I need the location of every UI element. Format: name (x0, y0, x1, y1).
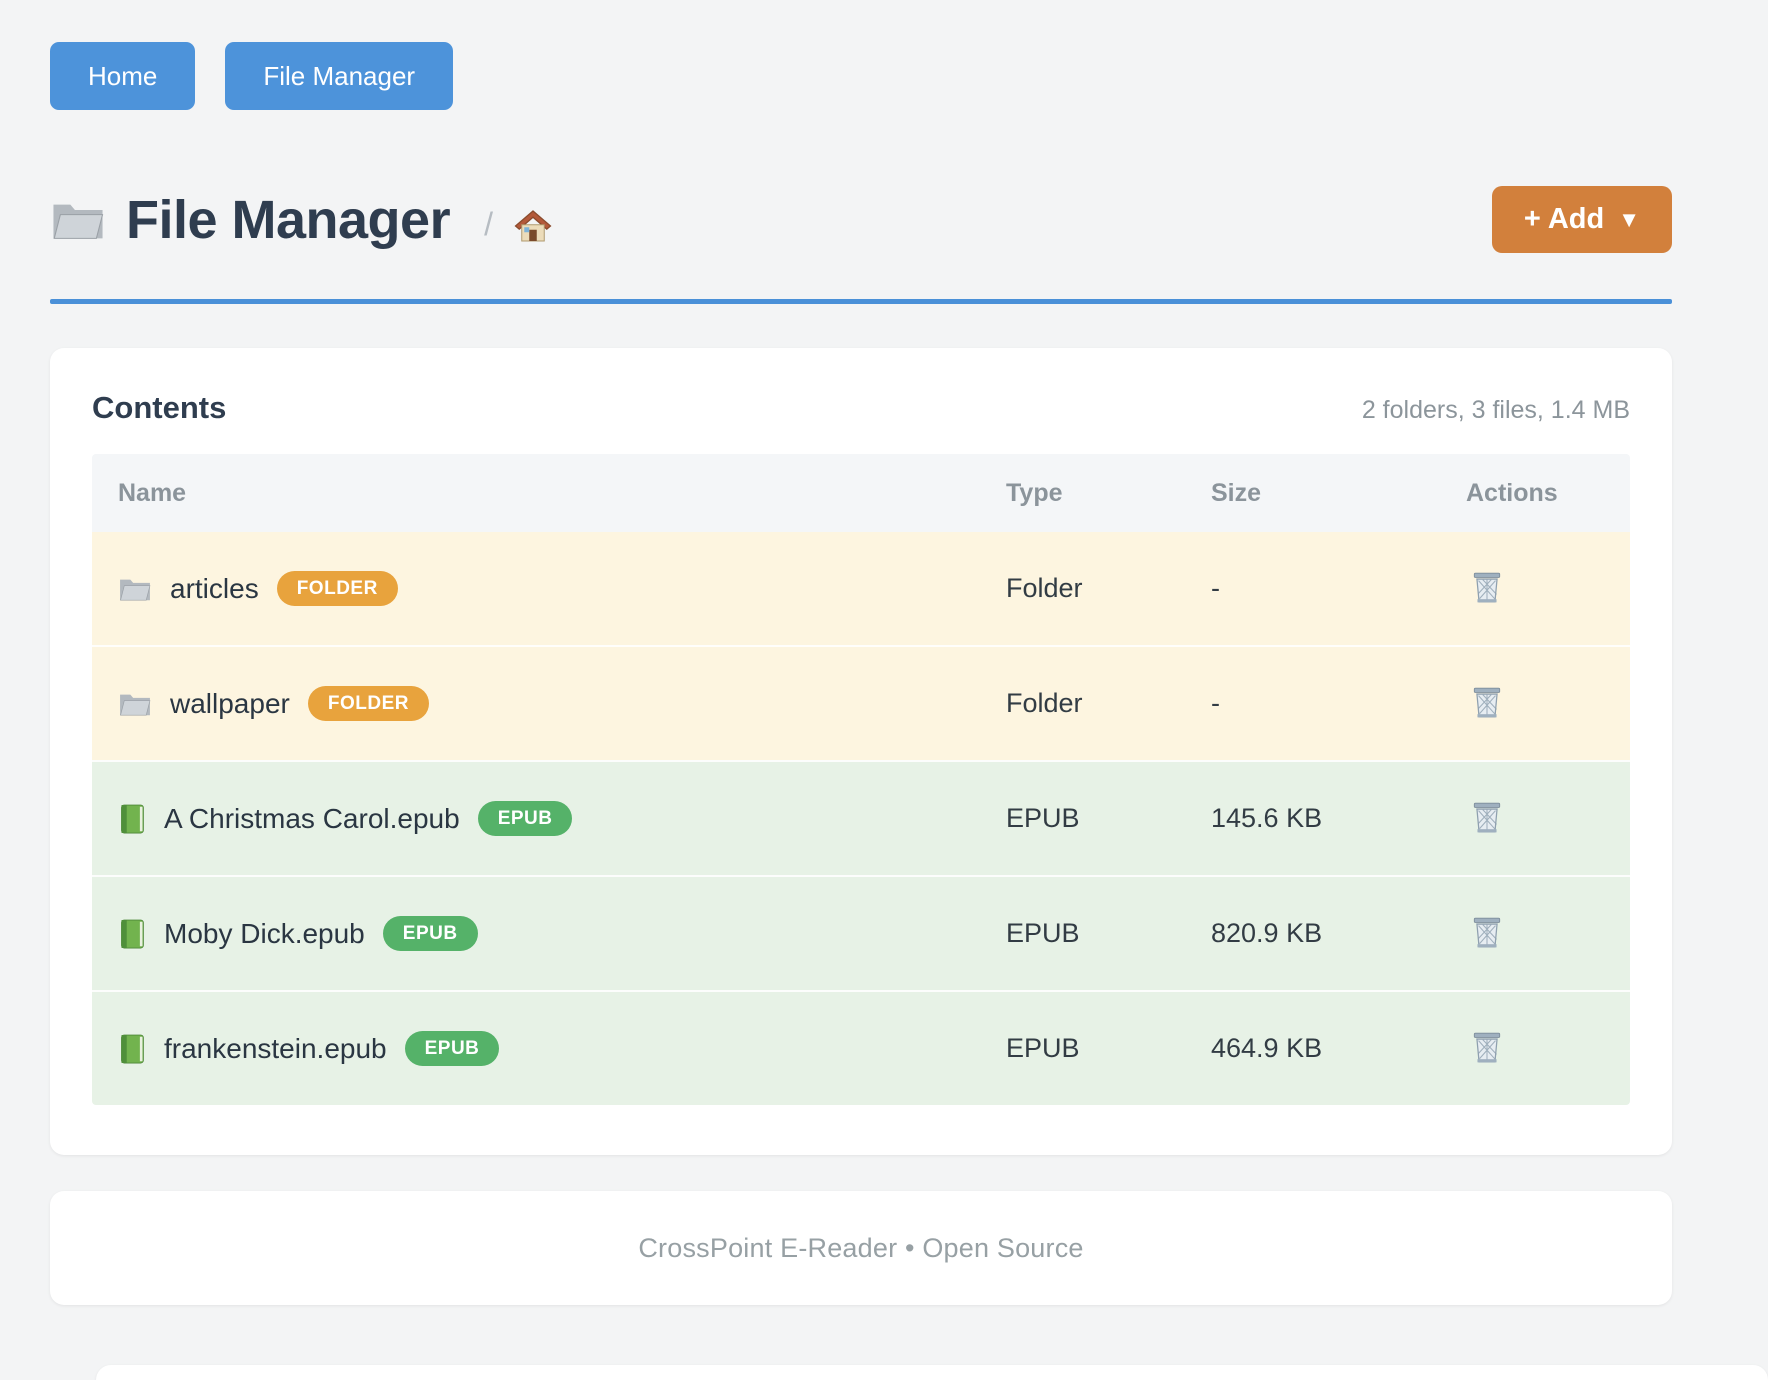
footer: CrossPoint E-Reader • Open Source (50, 1191, 1672, 1305)
top-nav: Home File Manager (50, 42, 1672, 110)
contents-summary: 2 folders, 3 files, 1.4 MB (1361, 396, 1630, 424)
row-badge: EPUB (382, 916, 478, 951)
delete-button[interactable] (1466, 680, 1508, 724)
trash-icon (1470, 1029, 1504, 1065)
file-size: - (1211, 573, 1220, 603)
file-name[interactable]: wallpaper (170, 687, 290, 719)
file-type: Folder (1006, 688, 1083, 718)
page: Home File Manager File Manager / (50, 42, 1672, 1305)
book-icon (118, 803, 146, 835)
row-badge: EPUB (477, 801, 573, 836)
trash-icon (1470, 914, 1504, 950)
home-icon[interactable] (513, 207, 553, 245)
trash-icon (1470, 799, 1504, 835)
file-size: 145.6 KB (1211, 803, 1323, 833)
contents-card: Contents 2 folders, 3 files, 1.4 MB Name… (50, 348, 1672, 1155)
file-type: EPUB (1006, 803, 1080, 833)
footer-text: CrossPoint E-Reader • Open Source (638, 1232, 1084, 1263)
column-header-actions: Actions (1466, 478, 1558, 507)
file-name[interactable]: frankenstein.epub (164, 1032, 387, 1064)
next-card-edge (96, 1365, 1768, 1380)
table-body: articles FOLDER Folder - (92, 532, 1630, 1105)
file-name[interactable]: articles (170, 572, 259, 604)
file-size: 820.9 KB (1211, 918, 1323, 948)
table-row: Moby Dick.epub EPUB EPUB 820.9 KB (92, 875, 1630, 990)
column-header-type: Type (1006, 478, 1063, 507)
delete-button[interactable] (1466, 565, 1508, 609)
folder-icon (118, 575, 152, 603)
file-type: EPUB (1006, 1033, 1080, 1063)
file-type: Folder (1006, 573, 1083, 603)
home-button[interactable]: Home (50, 42, 196, 110)
table-row: wallpaper FOLDER Folder - (92, 645, 1630, 760)
row-badge: FOLDER (307, 686, 429, 721)
table-header: Name Type Size Actions (92, 454, 1630, 532)
page-title: File Manager (126, 189, 451, 250)
file-size: - (1211, 688, 1220, 718)
delete-button[interactable] (1466, 1025, 1508, 1069)
column-header-name: Name (118, 478, 187, 507)
breadcrumb-separator: / (484, 206, 493, 242)
page-header: File Manager / + Add ▼ (50, 186, 1672, 253)
delete-button[interactable] (1466, 910, 1508, 954)
trash-icon (1470, 569, 1504, 605)
row-badge: FOLDER (276, 571, 398, 606)
table-row: frankenstein.epub EPUB EPUB 464.9 KB (92, 990, 1630, 1105)
book-icon (118, 918, 146, 950)
file-table: Name Type Size Actions articles FOLDER F… (92, 454, 1630, 1105)
caret-down-icon: ▼ (1618, 206, 1640, 232)
row-badge: EPUB (404, 1031, 500, 1066)
add-button-label: + Add (1523, 203, 1605, 235)
folder-icon (118, 690, 152, 718)
folder-icon (50, 197, 106, 243)
book-icon (118, 1033, 146, 1065)
table-row: articles FOLDER Folder - (92, 532, 1630, 645)
header-divider (50, 299, 1672, 304)
file-size: 464.9 KB (1211, 1033, 1323, 1063)
file-name[interactable]: A Christmas Carol.epub (164, 802, 460, 834)
file-name[interactable]: Moby Dick.epub (164, 917, 365, 949)
add-button[interactable]: + Add ▼ (1491, 186, 1672, 253)
contents-title: Contents (92, 390, 227, 425)
delete-button[interactable] (1466, 795, 1508, 839)
trash-icon (1470, 684, 1504, 720)
table-row: A Christmas Carol.epub EPUB EPUB 145.6 K… (92, 760, 1630, 875)
file-type: EPUB (1006, 918, 1080, 948)
column-header-size: Size (1211, 478, 1262, 507)
file-manager-button[interactable]: File Manager (225, 42, 454, 110)
